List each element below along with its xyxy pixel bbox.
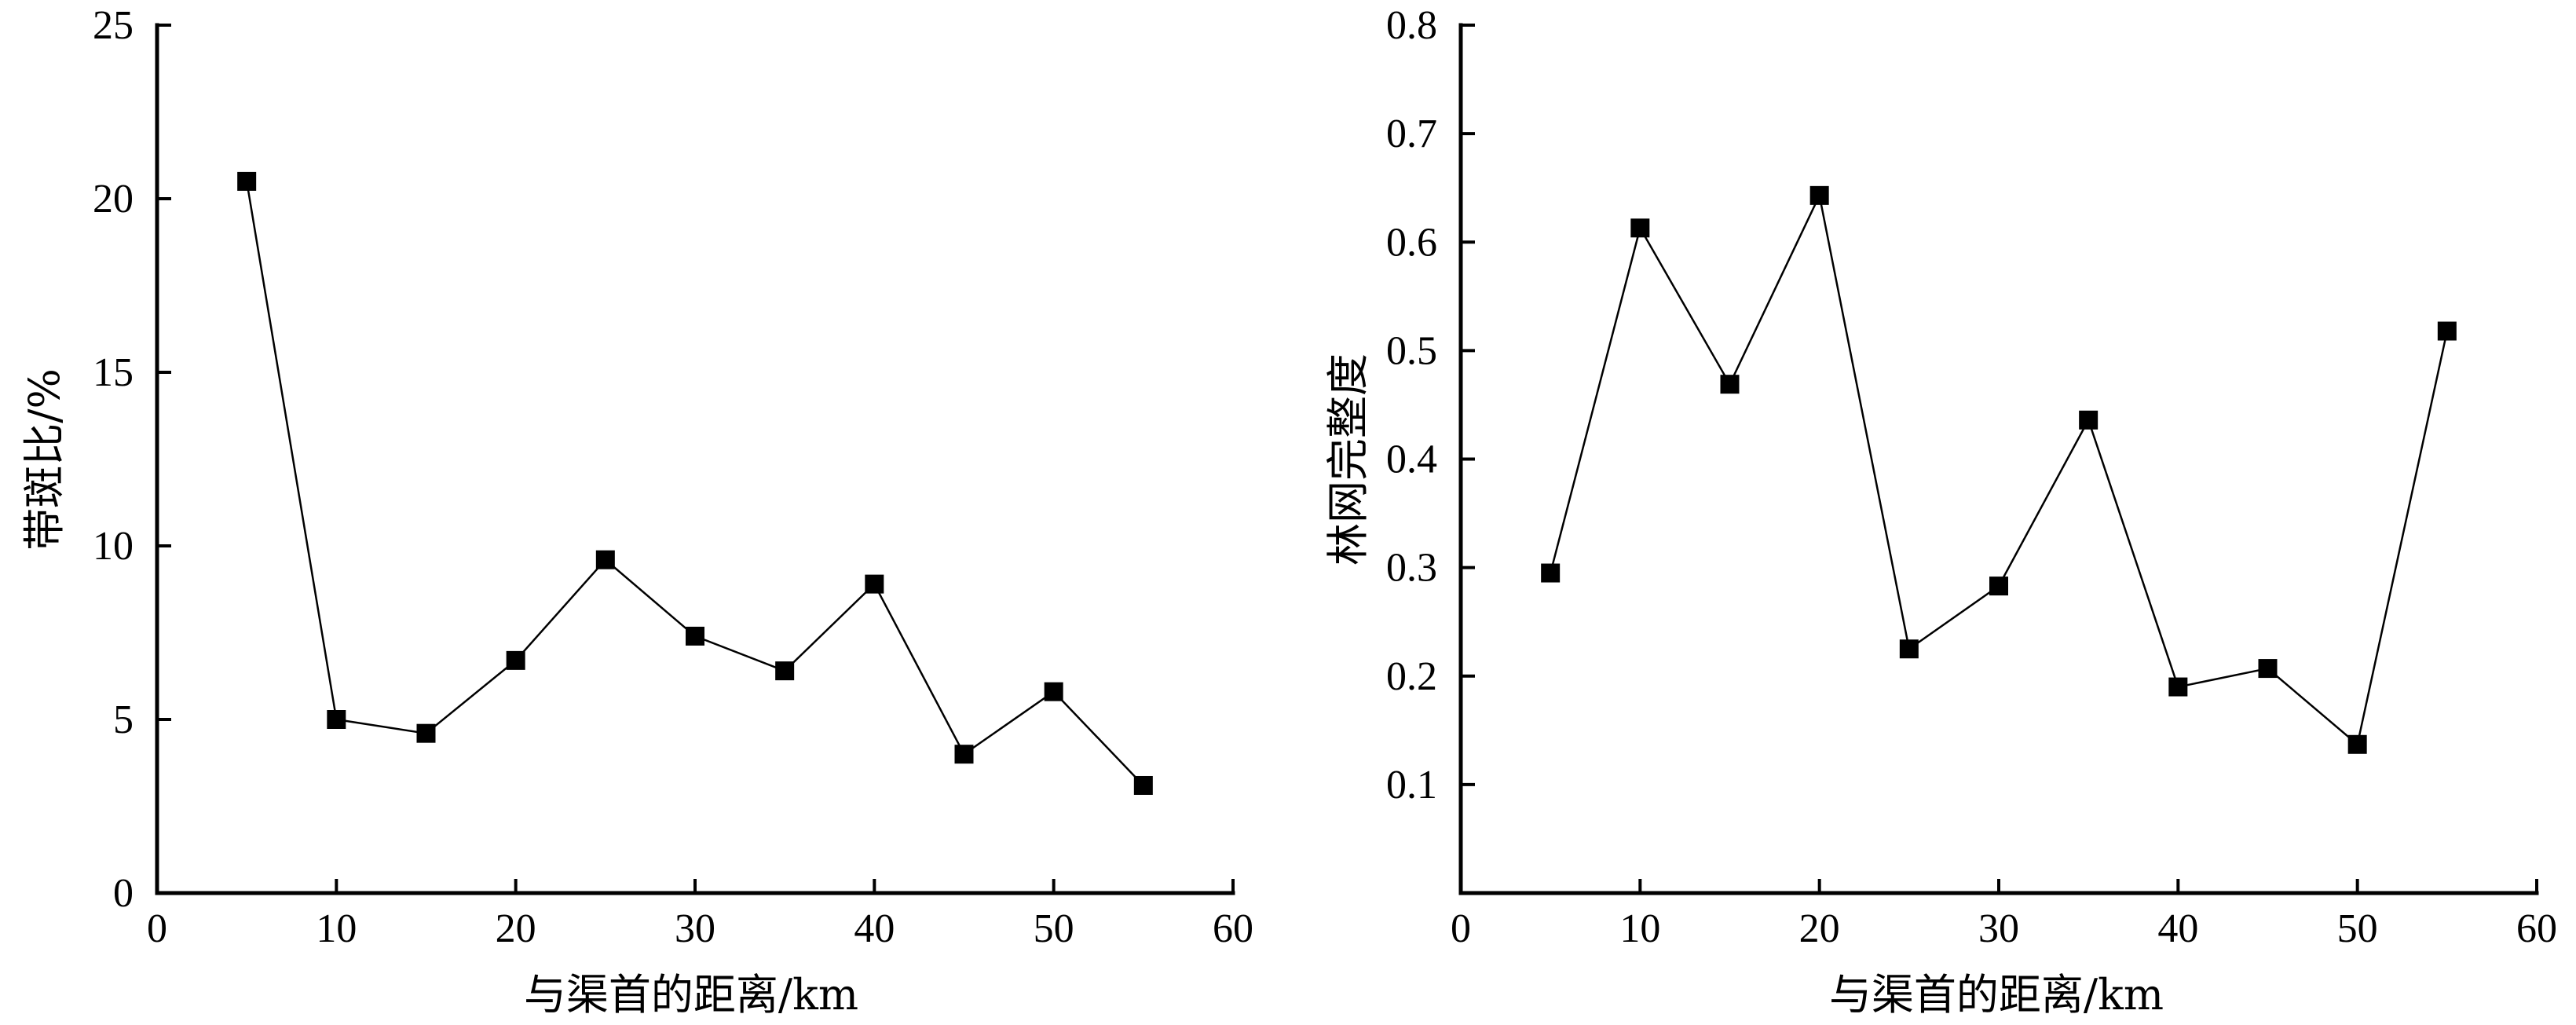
data-point-marker (595, 550, 615, 569)
y-tick-label: 0.6 (1386, 220, 1437, 265)
y-tick-label: 0.7 (1386, 112, 1437, 156)
y-tick-label: 5 (113, 697, 134, 742)
x-tick-label: 0 (1451, 906, 1471, 951)
x-tick-label: 10 (316, 906, 357, 951)
data-point-marker (237, 171, 257, 191)
data-point-marker (1720, 375, 1740, 394)
data-point-marker (2168, 677, 2188, 697)
y-tick-label: 0.2 (1386, 654, 1437, 699)
x-tick-label: 30 (675, 906, 715, 951)
x-tick-label: 0 (147, 906, 167, 951)
data-point-marker (954, 745, 974, 764)
y-tick-label: 0.8 (1386, 3, 1437, 48)
x-tick-label: 60 (2516, 906, 2557, 951)
y-tick-label: 0 (113, 871, 134, 916)
data-point-marker (1989, 577, 2008, 596)
data-point-marker (2437, 321, 2457, 341)
x-tick-label: 50 (1034, 906, 1074, 951)
y-axis-title: 林网完整度 (1323, 353, 1373, 566)
series-line (245, 181, 1144, 786)
x-tick-label: 40 (854, 906, 895, 951)
data-point-marker (1899, 639, 1919, 659)
x-tick-label: 50 (2337, 906, 2378, 951)
x-tick-label: 40 (2157, 906, 2198, 951)
series-line (1549, 192, 2449, 747)
x-tick-label: 60 (1213, 906, 1253, 951)
data-point-marker (775, 661, 795, 681)
y-tick-label: 0.4 (1386, 437, 1437, 482)
x-axis-title: 与渠首的距离/km (1829, 970, 2164, 1020)
data-point-marker (2079, 410, 2098, 430)
data-point-marker (865, 574, 884, 594)
data-point-marker (506, 650, 525, 670)
y-axis-title: 带斑比/% (20, 368, 69, 551)
data-point-marker (327, 710, 346, 729)
y-tick-label: 15 (93, 350, 134, 395)
x-tick-label: 10 (1619, 906, 1660, 951)
y-tick-label: 10 (93, 524, 134, 569)
data-point-marker (2347, 734, 2367, 754)
data-point-marker (1630, 218, 1650, 238)
distance-vs-forest-network-integrity-chart: 0 10 20 30 40 50 60 0.1 0.2 0.3 0.4 0.5 0.6 0.7 0.8 与渠… (1323, 3, 2557, 1020)
data-point-marker (1133, 775, 1153, 795)
data-point-marker (2258, 659, 2278, 679)
y-tick-label: 20 (93, 177, 134, 221)
y-tick-label: 0.1 (1386, 763, 1437, 807)
distance-vs-band-patch-ratio-chart: 0 10 20 30 40 50 60 0 5 10 15 20 25 与渠首的距离/km 带斑比/% (20, 3, 1253, 1020)
x-axis-title: 与渠首的距离/km (524, 970, 858, 1020)
data-point-marker (686, 626, 704, 646)
data-point-marker (1809, 185, 1829, 205)
x-tick-label: 20 (1799, 906, 1840, 951)
x-tick-label: 30 (1978, 906, 2019, 951)
data-point-marker (1541, 563, 1561, 583)
data-point-marker (1044, 682, 1063, 701)
y-tick-label: 0.3 (1386, 546, 1437, 591)
data-point-marker (416, 723, 436, 743)
y-tick-label: 0.5 (1386, 328, 1437, 373)
y-tick-label: 25 (93, 3, 134, 48)
x-tick-label: 20 (496, 906, 536, 951)
